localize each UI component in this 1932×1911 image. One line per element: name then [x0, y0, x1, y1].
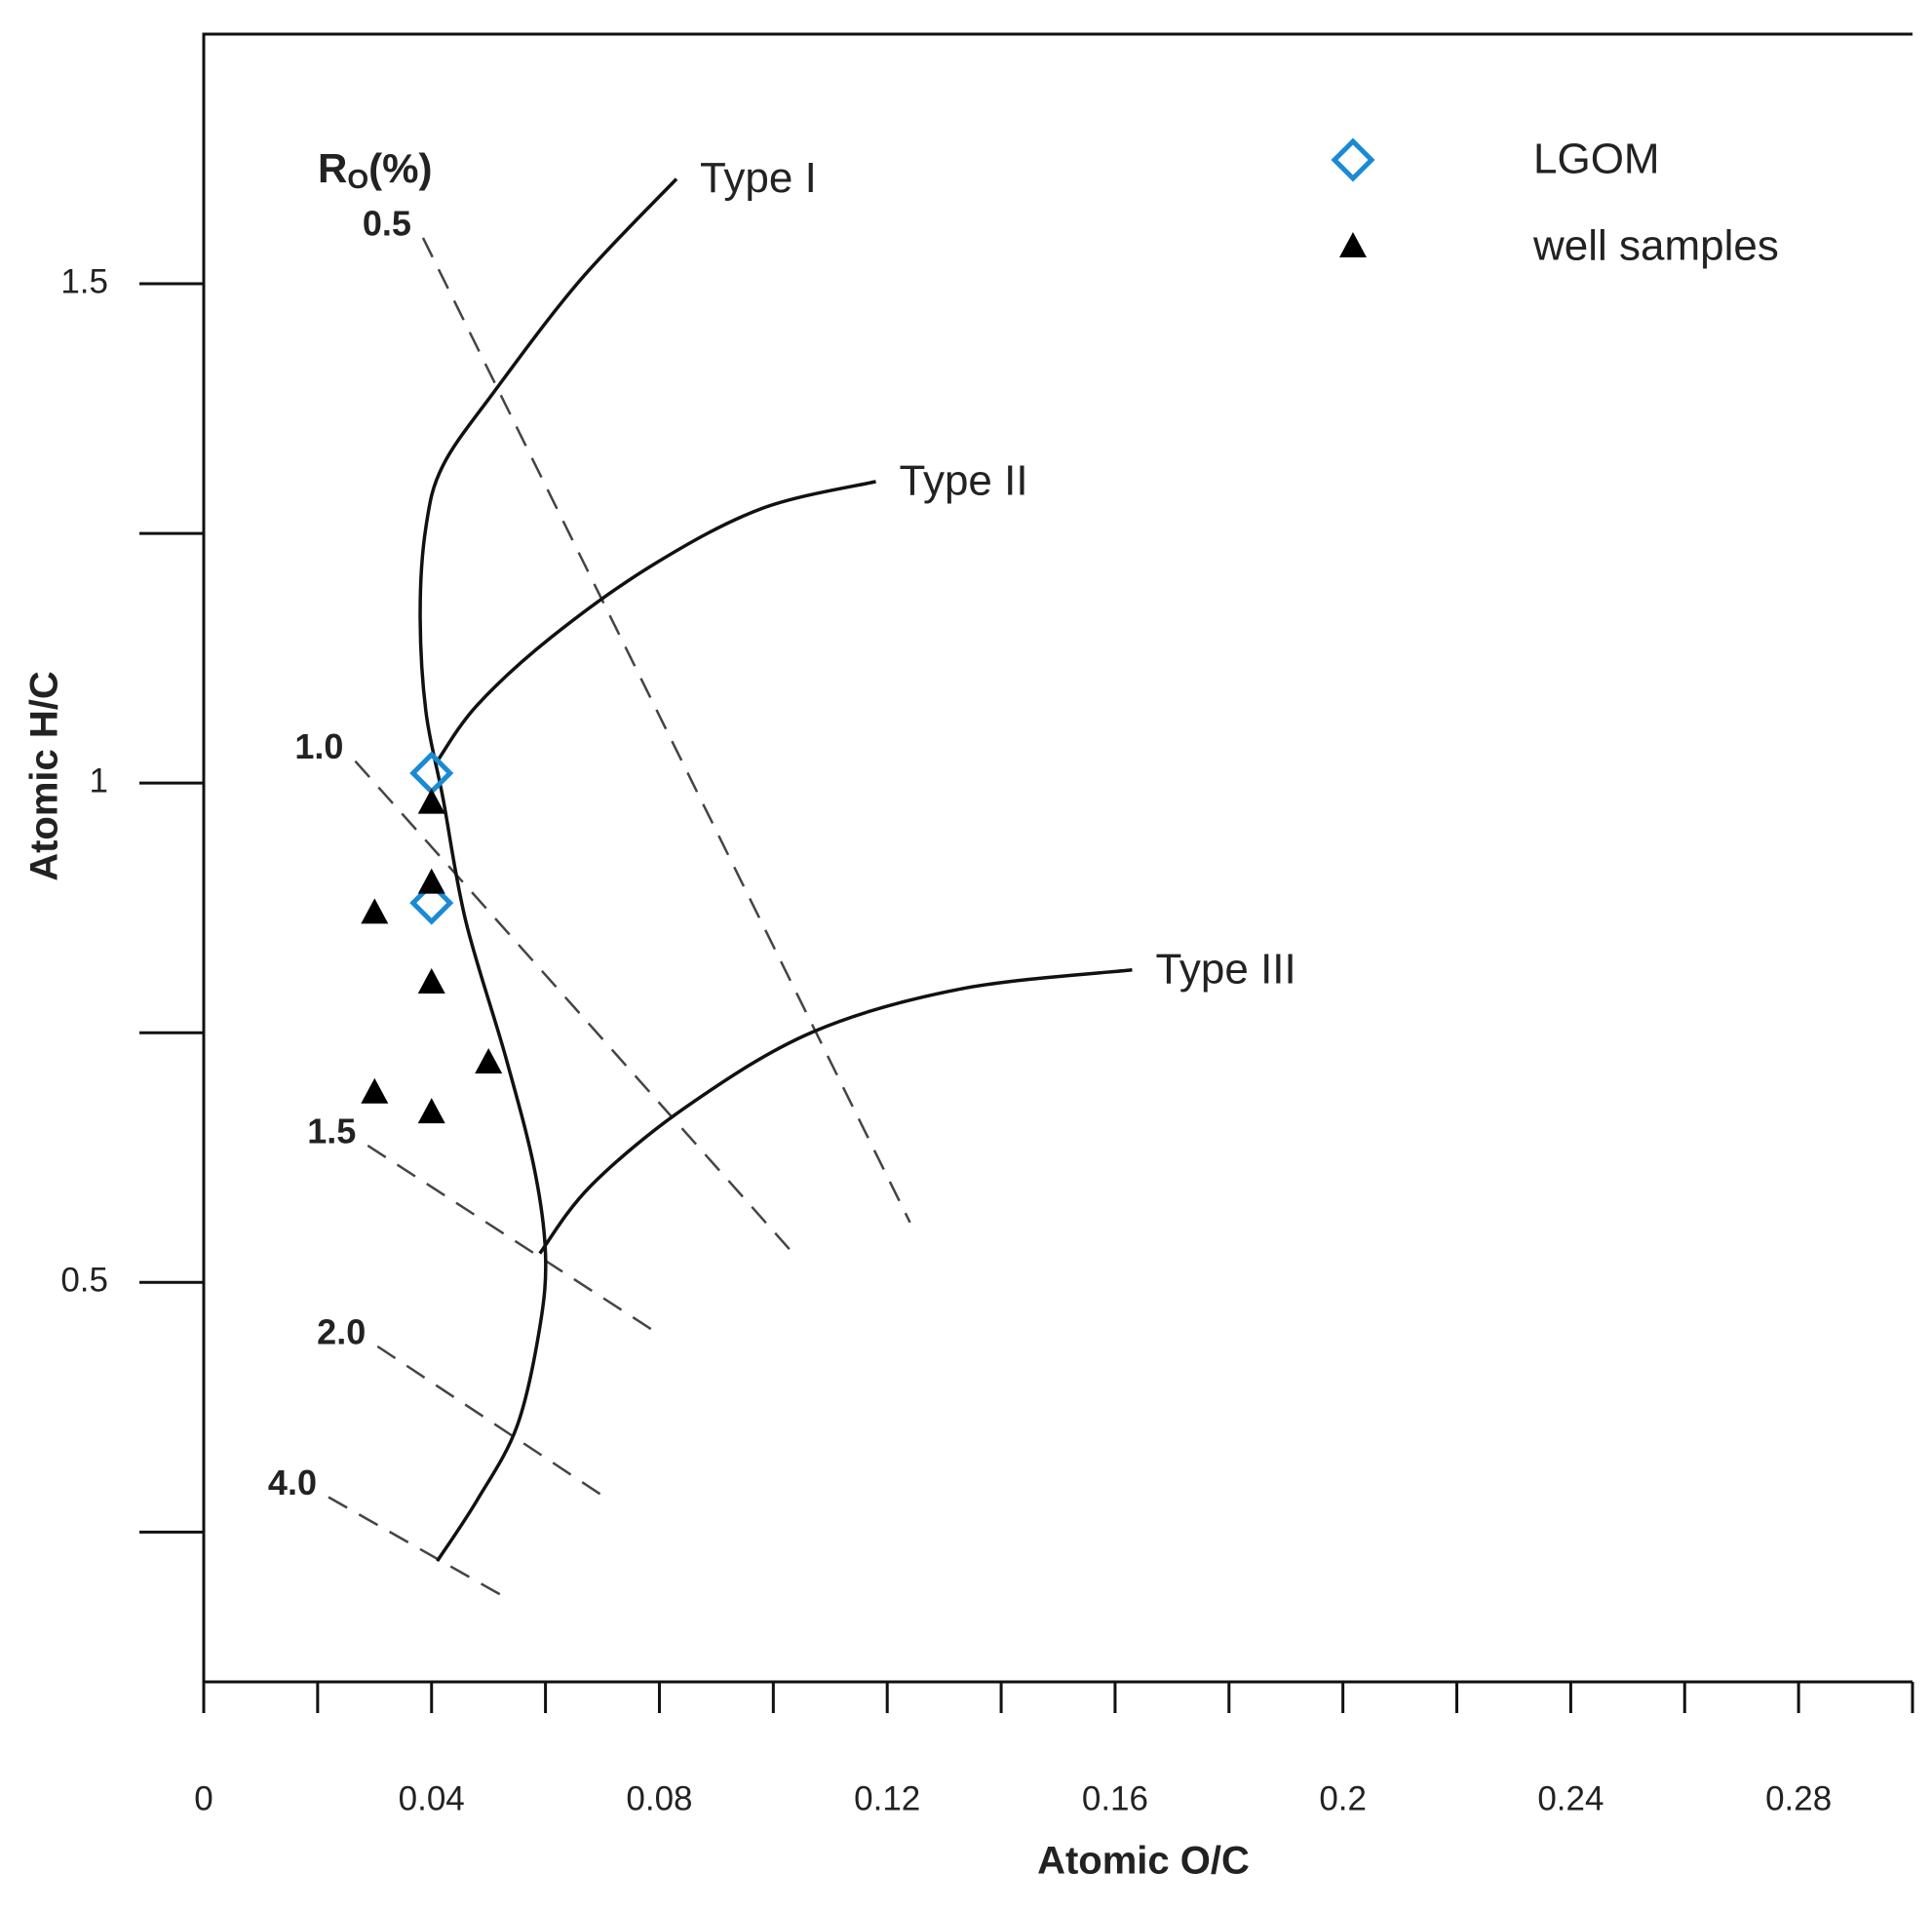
ro-label: 1.5	[307, 1111, 356, 1150]
x-tick-label: 0.12	[854, 1779, 920, 1817]
plot-frame	[202, 32, 1913, 1684]
triangle-marker	[417, 788, 445, 814]
y-axis-title: Atomic H/C	[23, 671, 66, 881]
triangle-marker	[475, 1047, 503, 1073]
ro-label: 1.0	[294, 726, 343, 766]
ro-line	[367, 1144, 659, 1335]
triangle-marker	[361, 1077, 389, 1104]
ro-line	[376, 1345, 606, 1499]
x-tick-label: 0.08	[626, 1779, 692, 1817]
type-curve	[538, 967, 1133, 1255]
ro-rest: (%)	[368, 145, 432, 191]
x-tick-label: 0.28	[1765, 1779, 1832, 1817]
type-curve	[436, 480, 876, 762]
legend-marker	[1339, 232, 1367, 257]
ro-sub: O	[347, 164, 368, 194]
ro-line	[421, 237, 911, 1224]
diamond-marker	[409, 880, 454, 925]
y-tick-label: 1.5	[60, 262, 108, 300]
triangle-marker	[417, 1098, 445, 1124]
x-axis-title: Atomic O/C	[1037, 1840, 1250, 1883]
ro-label: 2.0	[317, 1311, 366, 1351]
ro-line	[328, 1496, 502, 1596]
x-tick-label: 0.04	[399, 1779, 465, 1817]
triangle-marker	[361, 898, 389, 924]
x-tick-label: 0.2	[1319, 1779, 1367, 1817]
ro-label: 4.0	[268, 1462, 317, 1502]
legend-label: LGOM	[1533, 136, 1660, 183]
x-tick-label: 0.16	[1082, 1779, 1148, 1817]
diamond-marker	[409, 751, 454, 796]
ro-line	[354, 760, 794, 1255]
type-label: Type III	[1155, 945, 1295, 993]
x-tick-label: 0	[194, 1779, 213, 1817]
y-tick-label: 0.5	[60, 1262, 108, 1300]
x-tick-label: 0.24	[1537, 1779, 1604, 1817]
type-label: Type II	[900, 456, 1028, 504]
type-curve	[418, 177, 678, 1563]
legend-label: well samples	[1532, 222, 1779, 270]
ro-main: R	[318, 145, 347, 191]
ro-label: 0.5	[363, 203, 411, 243]
triangle-marker	[417, 968, 445, 994]
ro-title: RO(%)	[318, 145, 432, 194]
type-label: Type I	[700, 154, 817, 202]
y-tick-label: 1	[90, 761, 108, 800]
legend-marker	[1331, 137, 1375, 182]
triangle-marker	[417, 868, 445, 894]
